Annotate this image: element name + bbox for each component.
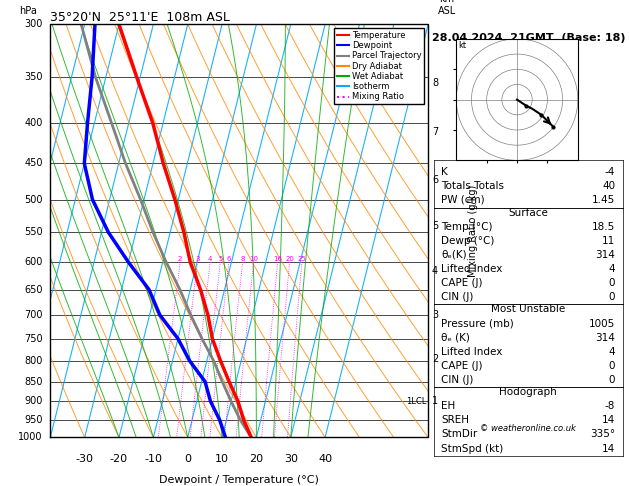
Text: 0: 0 bbox=[609, 361, 615, 371]
Text: Dewpoint / Temperature (°C): Dewpoint / Temperature (°C) bbox=[159, 474, 319, 485]
Text: CIN (J): CIN (J) bbox=[442, 292, 474, 302]
Text: 2: 2 bbox=[432, 354, 438, 364]
Text: 6: 6 bbox=[432, 175, 438, 185]
Legend: Temperature, Dewpoint, Parcel Trajectory, Dry Adiabat, Wet Adiabat, Isotherm, Mi: Temperature, Dewpoint, Parcel Trajectory… bbox=[335, 29, 424, 104]
Text: Totals Totals: Totals Totals bbox=[442, 181, 504, 191]
Text: EH: EH bbox=[442, 401, 455, 411]
Text: Lifted Index: Lifted Index bbox=[442, 347, 503, 357]
Text: 40: 40 bbox=[318, 454, 332, 464]
Text: Lifted Index: Lifted Index bbox=[442, 264, 503, 274]
Text: 5: 5 bbox=[218, 256, 223, 262]
Text: 14: 14 bbox=[602, 444, 615, 453]
Text: StmSpd (kt): StmSpd (kt) bbox=[442, 444, 504, 453]
Text: 18.5: 18.5 bbox=[592, 222, 615, 232]
Text: 8: 8 bbox=[240, 256, 245, 262]
Text: -20: -20 bbox=[110, 454, 128, 464]
Text: K: K bbox=[442, 167, 448, 177]
Text: CIN (J): CIN (J) bbox=[442, 375, 474, 385]
Text: StmDir: StmDir bbox=[442, 430, 477, 439]
Text: 10: 10 bbox=[249, 256, 258, 262]
Text: 400: 400 bbox=[25, 118, 43, 128]
Text: © weatheronline.co.uk: © weatheronline.co.uk bbox=[481, 424, 576, 434]
Text: 5: 5 bbox=[432, 221, 438, 231]
Text: 700: 700 bbox=[25, 310, 43, 320]
Text: 10: 10 bbox=[215, 454, 229, 464]
Text: km
ASL: km ASL bbox=[438, 0, 456, 16]
Text: kt: kt bbox=[459, 41, 467, 51]
Text: 2: 2 bbox=[178, 256, 182, 262]
Text: 4: 4 bbox=[608, 347, 615, 357]
Text: SREH: SREH bbox=[442, 416, 469, 425]
Text: Most Unstable: Most Unstable bbox=[491, 304, 565, 314]
Text: Hodograph: Hodograph bbox=[499, 387, 557, 398]
Text: 1005: 1005 bbox=[589, 318, 615, 329]
Text: 314: 314 bbox=[595, 250, 615, 260]
Text: Surface: Surface bbox=[508, 208, 548, 218]
Text: 4: 4 bbox=[608, 264, 615, 274]
Text: -30: -30 bbox=[75, 454, 94, 464]
Text: 20: 20 bbox=[249, 454, 264, 464]
Text: 335°: 335° bbox=[590, 430, 615, 439]
Text: 20: 20 bbox=[285, 256, 294, 262]
Text: 1LCL: 1LCL bbox=[406, 397, 426, 406]
Text: 16: 16 bbox=[273, 256, 282, 262]
Text: 0: 0 bbox=[184, 454, 191, 464]
Text: 600: 600 bbox=[25, 257, 43, 267]
Text: 300: 300 bbox=[25, 19, 43, 29]
Text: -10: -10 bbox=[145, 454, 162, 464]
Text: 11: 11 bbox=[602, 236, 615, 245]
Text: -4: -4 bbox=[604, 167, 615, 177]
Text: 1: 1 bbox=[432, 396, 438, 406]
Text: 28.04.2024  21GMT  (Base: 18): 28.04.2024 21GMT (Base: 18) bbox=[431, 33, 625, 43]
Text: 314: 314 bbox=[595, 332, 615, 343]
Text: 850: 850 bbox=[25, 377, 43, 387]
Text: Pressure (mb): Pressure (mb) bbox=[442, 318, 514, 329]
Text: 900: 900 bbox=[25, 396, 43, 406]
Text: 35°20'N  25°11'E  108m ASL: 35°20'N 25°11'E 108m ASL bbox=[50, 11, 230, 24]
Text: 7: 7 bbox=[432, 127, 438, 138]
Text: 40: 40 bbox=[602, 181, 615, 191]
Text: 350: 350 bbox=[25, 72, 43, 82]
Text: 650: 650 bbox=[25, 285, 43, 295]
Text: 1000: 1000 bbox=[18, 433, 43, 442]
Text: 3: 3 bbox=[432, 310, 438, 320]
Text: 500: 500 bbox=[25, 194, 43, 205]
Text: 0: 0 bbox=[609, 278, 615, 288]
Text: Mixing Ratio (g/kg): Mixing Ratio (g/kg) bbox=[469, 185, 479, 277]
Text: 14: 14 bbox=[602, 416, 615, 425]
Text: CAPE (J): CAPE (J) bbox=[442, 361, 483, 371]
Text: 30: 30 bbox=[284, 454, 298, 464]
Text: 0: 0 bbox=[609, 292, 615, 302]
Text: θₑ (K): θₑ (K) bbox=[442, 332, 470, 343]
Text: Temp (°C): Temp (°C) bbox=[442, 222, 493, 232]
Text: 450: 450 bbox=[25, 158, 43, 169]
Text: Dewp (°C): Dewp (°C) bbox=[442, 236, 495, 245]
Text: 0: 0 bbox=[609, 375, 615, 385]
Text: 950: 950 bbox=[25, 415, 43, 425]
Text: 3: 3 bbox=[195, 256, 200, 262]
Text: hPa: hPa bbox=[19, 6, 36, 16]
Text: 8: 8 bbox=[432, 78, 438, 88]
Text: 4: 4 bbox=[432, 266, 438, 276]
Text: θₑ(K): θₑ(K) bbox=[442, 250, 467, 260]
Text: 25: 25 bbox=[298, 256, 306, 262]
Text: PW (cm): PW (cm) bbox=[442, 195, 485, 205]
Text: CAPE (J): CAPE (J) bbox=[442, 278, 483, 288]
Text: 750: 750 bbox=[24, 334, 43, 344]
Text: 4: 4 bbox=[208, 256, 213, 262]
Text: 550: 550 bbox=[24, 227, 43, 237]
Text: 1.45: 1.45 bbox=[592, 195, 615, 205]
Text: -8: -8 bbox=[604, 401, 615, 411]
Text: 6: 6 bbox=[226, 256, 231, 262]
Text: 800: 800 bbox=[25, 356, 43, 366]
